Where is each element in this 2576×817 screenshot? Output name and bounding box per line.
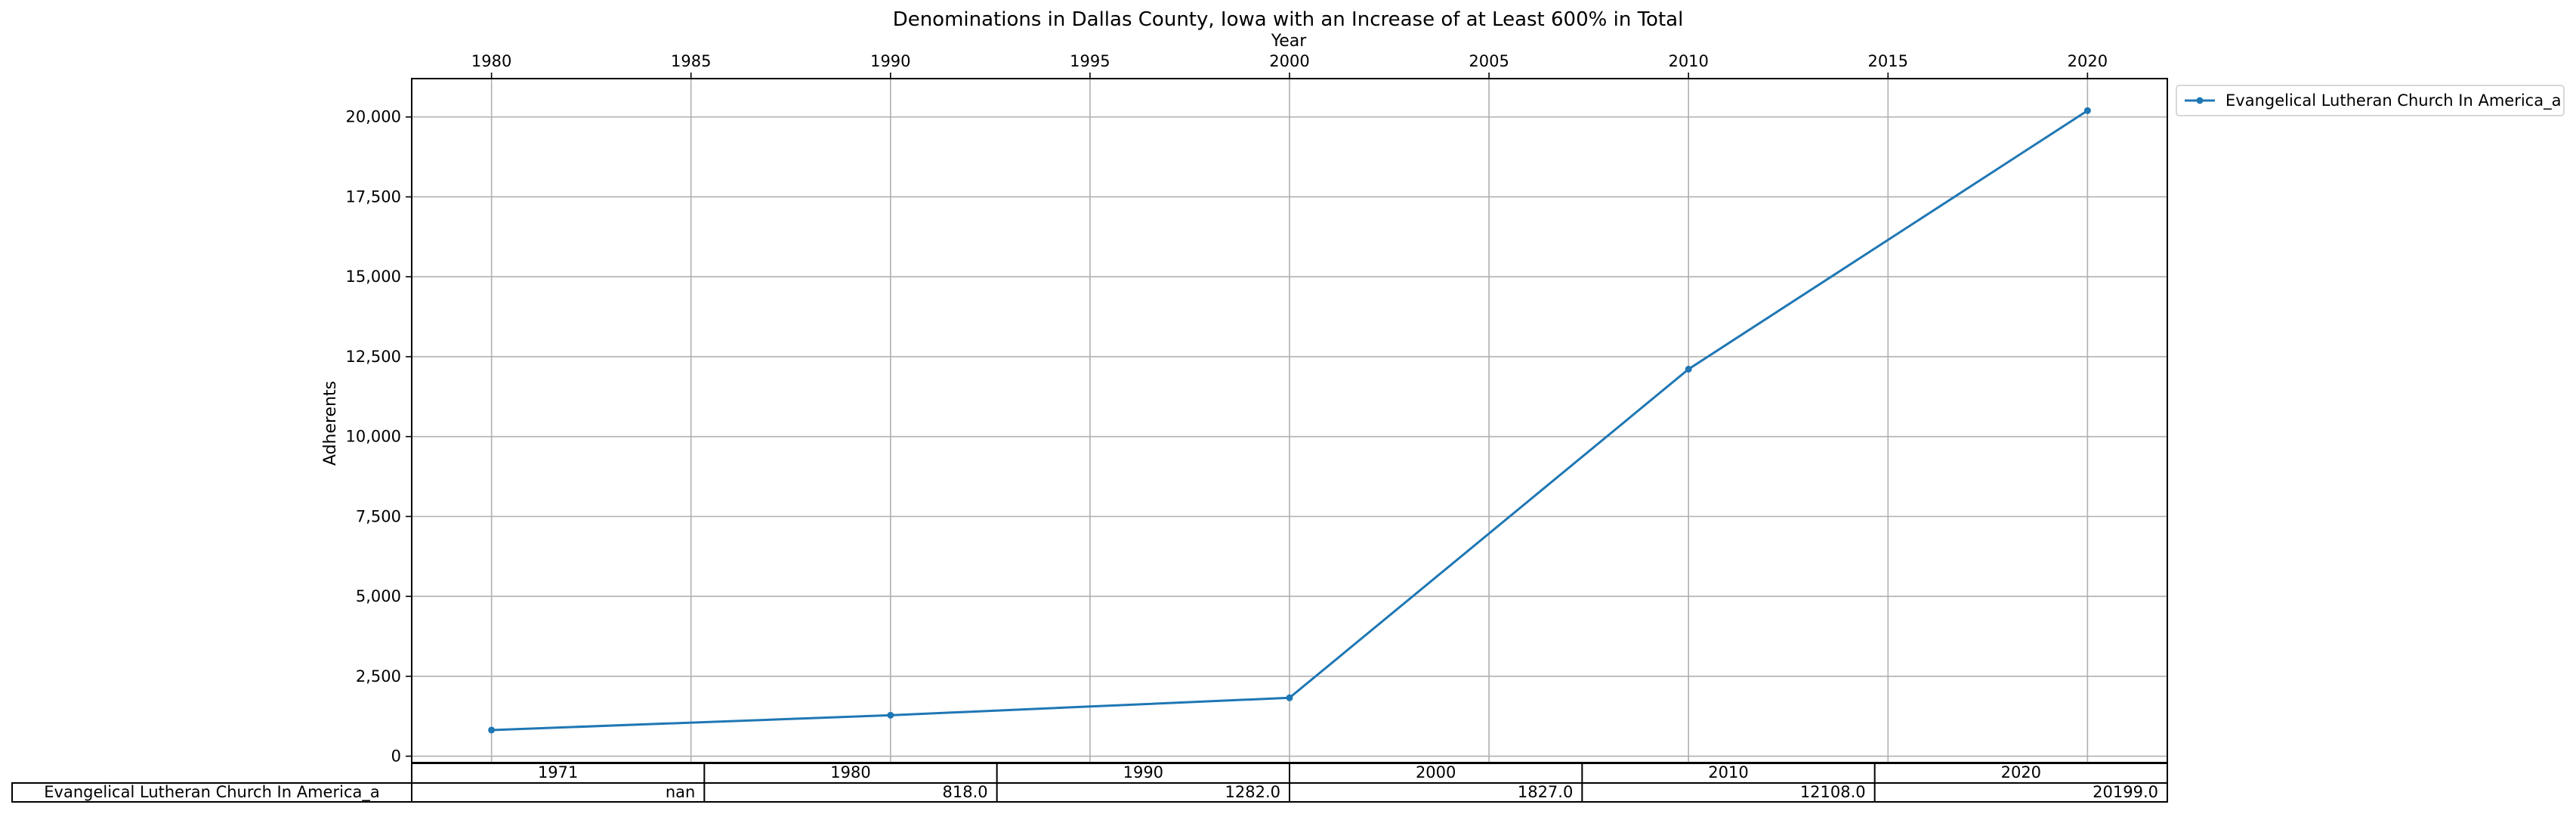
legend-label: Evangelical Lutheran Church In America_a	[2225, 91, 2561, 110]
legend-marker	[2196, 97, 2204, 104]
table-cell: 1827.0	[1518, 783, 1573, 801]
table-column-header: 1980	[830, 763, 870, 781]
table-row-label: Evangelical Lutheran Church In America_a	[44, 783, 379, 802]
table-cell: 818.0	[943, 783, 988, 801]
y-tick-label: 17,500	[346, 187, 401, 206]
x-axis-title: Year	[1271, 32, 1308, 51]
y-tick-label: 10,000	[346, 428, 401, 446]
data-point	[887, 711, 894, 719]
x-tick-label: 1995	[1070, 52, 1110, 70]
data-table: 1971 1980 1990 2000 2010 2020 Evangelical Luth…	[11, 763, 2168, 803]
y-axis-title: Adherents	[321, 381, 340, 466]
table-cell: nan	[666, 783, 696, 801]
table-cell: 1282.0	[1225, 783, 1280, 801]
x-tick-label: 2015	[1868, 52, 1908, 70]
y-axis: 0 2,500 5,000 7,500 10,000 12,500 15,000 17,500…	[346, 108, 412, 766]
table-column-header: 2000	[1416, 763, 1456, 781]
y-tick-label: 7,500	[356, 507, 401, 525]
x-tick-label: 2020	[2068, 52, 2108, 70]
data-point	[2083, 107, 2091, 114]
y-tick-label: 12,500	[346, 348, 401, 366]
table-column-header: 2020	[2001, 763, 2041, 781]
x-tick-label: 2005	[1469, 52, 1509, 70]
table-column-header: 2010	[1708, 763, 1748, 781]
table-column-header: 1990	[1123, 763, 1163, 781]
x-axis: 1980 1985 1990 1995 2000 2005 2010 2015 2020	[471, 52, 2108, 79]
x-tick-label: 2010	[1668, 52, 1708, 70]
table-column-header: 1971	[538, 763, 578, 781]
data-point	[1685, 365, 1692, 373]
y-tick-label: 5,000	[356, 587, 401, 605]
legend: Evangelical Lutheran Church In America_a	[2176, 85, 2565, 116]
y-tick-label: 20,000	[346, 108, 401, 126]
series-layer	[488, 107, 2091, 734]
x-tick-label: 1985	[671, 52, 711, 70]
data-point	[488, 726, 496, 734]
chart-title: Denominations in Dallas County, Iowa wit…	[893, 8, 1684, 31]
table-cell: 20199.0	[2093, 783, 2158, 801]
table-cell: 12108.0	[1800, 783, 1866, 801]
y-tick-label: 15,000	[346, 268, 401, 286]
y-tick-label: 2,500	[356, 667, 401, 685]
x-tick-label: 1990	[870, 52, 910, 70]
data-point	[1286, 694, 1293, 701]
y-tick-label: 0	[391, 747, 401, 766]
x-tick-label: 2000	[1269, 52, 1309, 70]
grid	[412, 79, 2167, 763]
x-tick-label: 1980	[471, 52, 511, 70]
legend-box	[2176, 85, 2565, 116]
table-row	[11, 782, 2168, 803]
